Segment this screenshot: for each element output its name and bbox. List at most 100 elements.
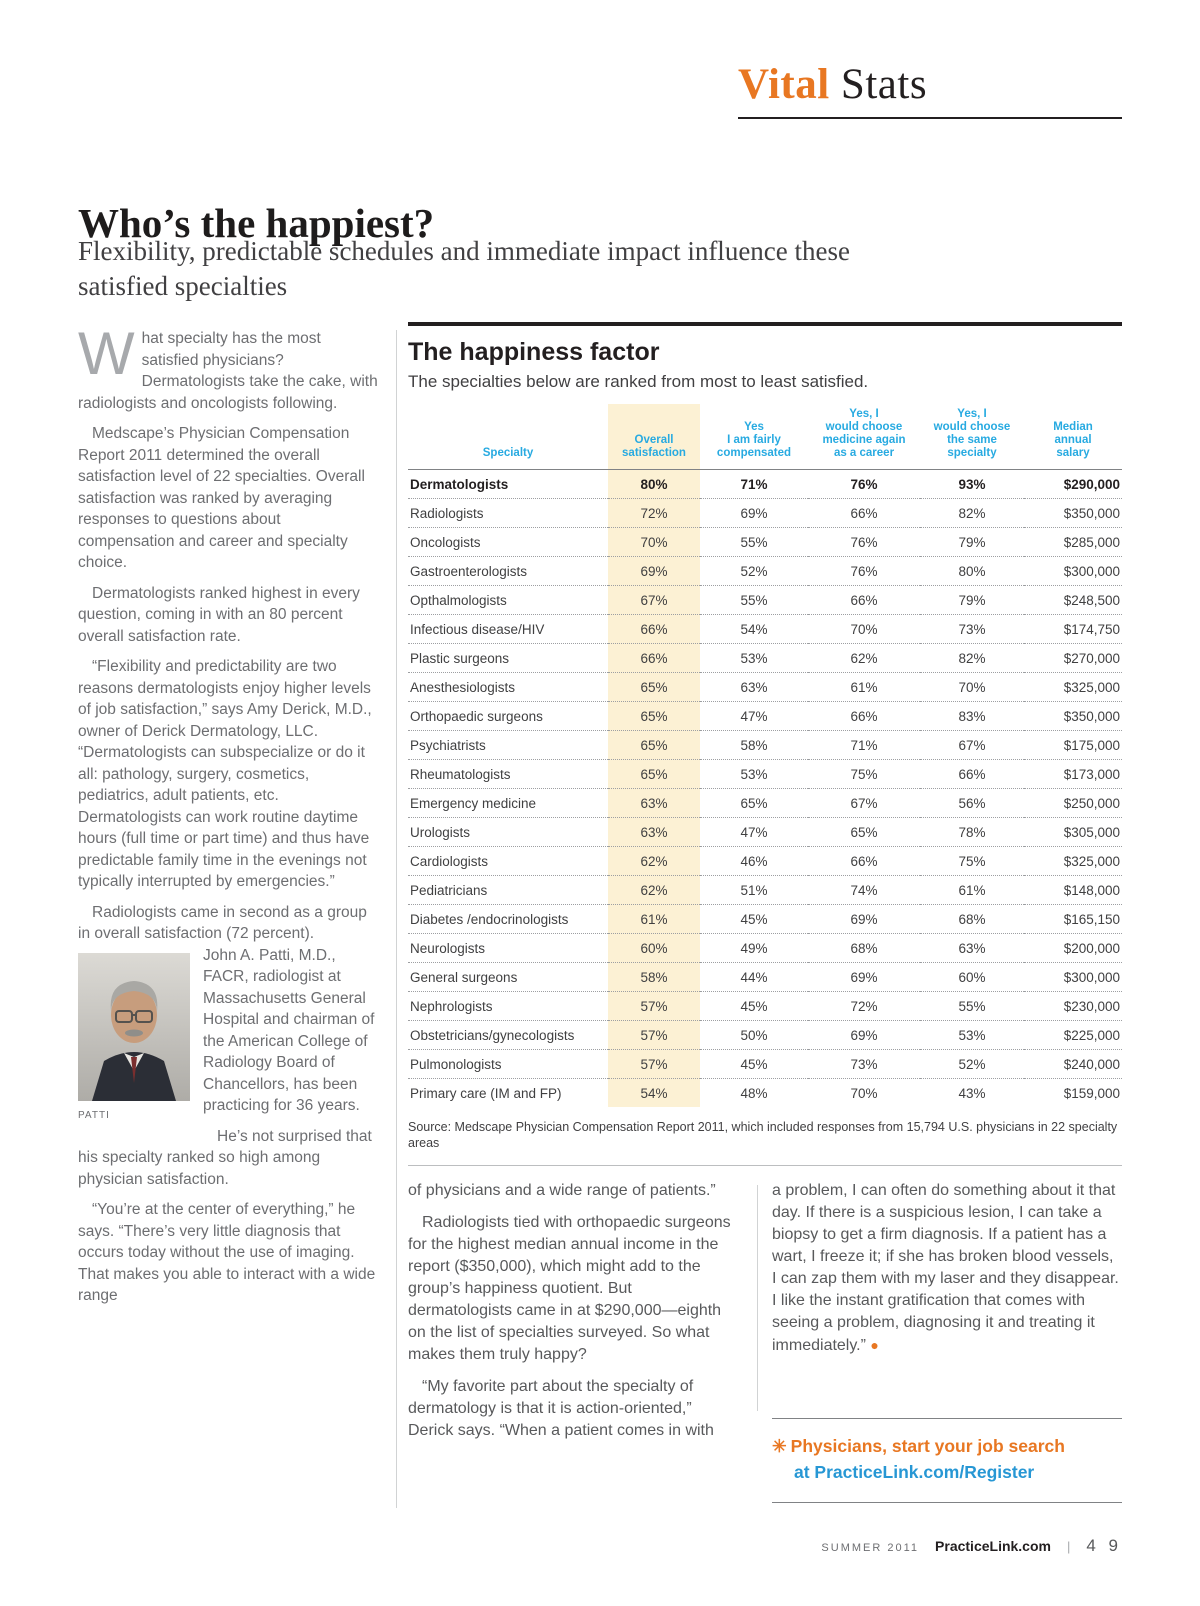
cell-fairly-compensated: 51% [700, 875, 808, 905]
paragraph: Medscape’s Physician Compensation Report… [78, 425, 365, 571]
cell-median-salary: $290,000 [1024, 469, 1122, 499]
table-row: Psychiatrists 65% 58% 71% 67% $175,000 [408, 730, 1122, 760]
cell-fairly-compensated: 65% [700, 788, 808, 818]
cell-choose-same-specialty: 79% [920, 527, 1024, 557]
cell-choose-same-specialty: 80% [920, 556, 1024, 586]
cell-choose-same-specialty: 78% [920, 817, 1024, 847]
page-subtitle: Flexibility, predictable schedules and i… [78, 236, 850, 301]
paragraph: “My favorite part about the specialty of… [408, 1378, 714, 1439]
cell-fairly-compensated: 54% [700, 614, 808, 644]
masthead-rule [738, 117, 1122, 119]
col-header-overall-satisfaction: Overall satisfaction [608, 404, 700, 470]
cell-median-salary: $248,500 [1024, 585, 1122, 615]
cell-choose-medicine-again: 69% [808, 1020, 920, 1050]
cell-choose-medicine-again: 66% [808, 498, 920, 528]
cell-choose-medicine-again: 76% [808, 469, 920, 499]
table-row: Diabetes /endocrinologists 61% 45% 69% 6… [408, 904, 1122, 934]
masthead-section: Stats [829, 61, 928, 108]
cell-choose-same-specialty: 70% [920, 672, 1024, 702]
cell-median-salary: $200,000 [1024, 933, 1122, 963]
table-row: Orthopaedic surgeons 65% 47% 66% 83% $35… [408, 701, 1122, 731]
cell-overall-satisfaction: 65% [608, 701, 700, 731]
cell-overall-satisfaction: 57% [608, 1049, 700, 1079]
masthead-title: Vital Stats [738, 60, 1122, 109]
cell-specialty: Obstetricians/gynecologists [408, 1020, 608, 1050]
cell-median-salary: $174,750 [1024, 614, 1122, 644]
footer-site: PracticeLink.com [935, 1538, 1051, 1554]
cell-fairly-compensated: 53% [700, 759, 808, 789]
paragraph: Radiologists came in second as a group i… [78, 903, 367, 943]
col-header-choose-medicine-again: Yes, I would choose medicine again as a … [822, 408, 906, 459]
cell-overall-satisfaction: 65% [608, 730, 700, 760]
cell-choose-medicine-again: 74% [808, 875, 920, 905]
cell-overall-satisfaction: 63% [608, 788, 700, 818]
cell-overall-satisfaction: 66% [608, 614, 700, 644]
cell-choose-medicine-again: 76% [808, 556, 920, 586]
table-row: Pediatricians 62% 51% 74% 61% $148,000 [408, 875, 1122, 905]
cell-fairly-compensated: 55% [700, 585, 808, 615]
table-row: Opthalmologists 67% 55% 66% 79% $248,500 [408, 585, 1122, 615]
cell-median-salary: $350,000 [1024, 498, 1122, 528]
cell-overall-satisfaction: 65% [608, 759, 700, 789]
page-number: 4 9 [1086, 1536, 1122, 1555]
cell-median-salary: $350,000 [1024, 701, 1122, 731]
cell-fairly-compensated: 45% [700, 991, 808, 1021]
cell-fairly-compensated: 49% [700, 933, 808, 963]
cell-overall-satisfaction: 62% [608, 875, 700, 905]
end-mark-icon: ● [870, 1337, 879, 1353]
cell-specialty: Radiologists [408, 498, 608, 528]
patti-photo-block: PATTI [78, 952, 190, 1127]
cell-median-salary: $159,000 [1063, 1086, 1120, 1101]
cell-choose-medicine-again: 69% [808, 962, 920, 992]
drop-cap: W [78, 320, 135, 387]
cell-median-salary: $175,000 [1024, 730, 1122, 760]
table-row: Radiologists 72% 69% 66% 82% $350,000 [408, 498, 1122, 528]
cell-median-salary: $305,000 [1024, 817, 1122, 847]
table-row: Rheumatologists 65% 53% 75% 66% $173,000 [408, 759, 1122, 789]
cell-choose-medicine-again: 70% [808, 614, 920, 644]
cell-specialty: Pulmonologists [408, 1049, 608, 1079]
cell-overall-satisfaction: 62% [608, 846, 700, 876]
article-right-column: a problem, I can often do something abou… [772, 1180, 1122, 1357]
col-header-median-salary: Median annual salary [1053, 421, 1093, 459]
cell-fairly-compensated: 44% [700, 962, 808, 992]
cell-overall-satisfaction: 57% [608, 991, 700, 1021]
cell-overall-satisfaction: 61% [608, 904, 700, 934]
cell-fairly-compensated: 69% [700, 498, 808, 528]
cell-specialty: Cardiologists [408, 846, 608, 876]
cell-specialty: Infectious disease/HIV [408, 614, 608, 644]
table-subtitle: The specialties below are ranked from mo… [408, 372, 869, 391]
paragraph: “You’re at the center of everything,” he… [78, 1201, 376, 1304]
lead-text: hat specialty has the most satisfied phy… [78, 330, 378, 412]
cell-median-salary: $148,000 [1024, 875, 1122, 905]
cell-overall-satisfaction: 66% [608, 643, 700, 673]
table-row: Urologists 63% 47% 65% 78% $305,000 [408, 817, 1122, 847]
cell-specialty: Plastic surgeons [408, 643, 608, 673]
cell-overall-satisfaction: 54% [608, 1078, 700, 1107]
cell-choose-medicine-again: 67% [808, 788, 920, 818]
paragraph: of physicians and a wide range of patien… [408, 1182, 716, 1199]
cell-median-salary: $230,000 [1024, 991, 1122, 1021]
cell-median-salary: $300,000 [1024, 962, 1122, 992]
cell-median-salary: $270,000 [1024, 643, 1122, 673]
cell-overall-satisfaction: 70% [608, 527, 700, 557]
promo-headline-text: Physicians, start your job search [790, 1436, 1065, 1456]
promo-register-link[interactable]: at PracticeLink.com/Register [794, 1462, 1035, 1482]
cell-choose-same-specialty: 52% [920, 1049, 1024, 1079]
table-row: Nephrologists 57% 45% 72% 55% $230,000 [408, 991, 1122, 1021]
cell-fairly-compensated: 63% [700, 672, 808, 702]
cell-choose-same-specialty: 55% [920, 991, 1024, 1021]
cell-choose-same-specialty: 43% [958, 1086, 986, 1101]
article-middle-column: of physicians and a wide range of patien… [408, 1180, 740, 1442]
col-header-fairly-compensated: Yes I am fairly compensated [716, 421, 792, 459]
footer-divider: | [1066, 1539, 1071, 1554]
table-row: Neurologists 60% 49% 68% 63% $200,000 [408, 933, 1122, 963]
cell-choose-medicine-again: 76% [808, 527, 920, 557]
paragraph: a problem, I can often do something abou… [772, 1180, 1122, 1357]
cell-overall-satisfaction: 69% [608, 556, 700, 586]
footer-issue: SUMMER 2011 [821, 1542, 920, 1554]
col-header-specialty: Specialty [482, 447, 534, 459]
cell-choose-medicine-again: 68% [808, 933, 920, 963]
